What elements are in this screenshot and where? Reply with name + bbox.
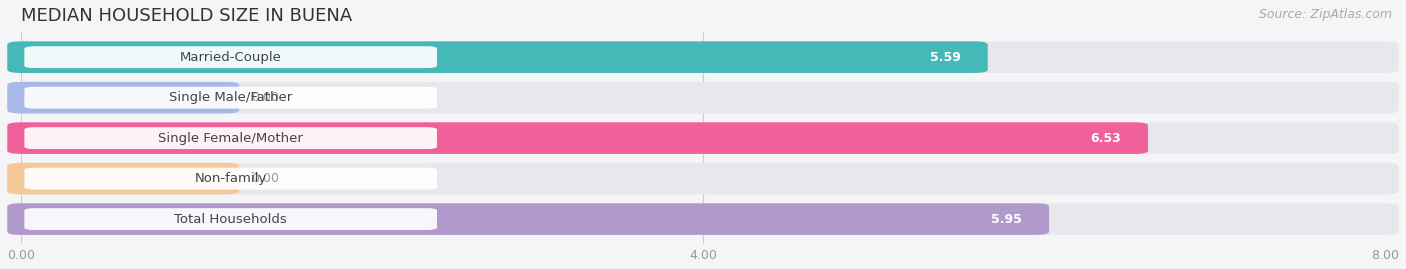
- Text: Married-Couple: Married-Couple: [180, 51, 281, 64]
- FancyBboxPatch shape: [7, 41, 1399, 73]
- FancyBboxPatch shape: [7, 163, 1399, 194]
- FancyBboxPatch shape: [24, 46, 437, 68]
- FancyBboxPatch shape: [7, 82, 239, 114]
- FancyBboxPatch shape: [24, 168, 437, 190]
- Text: Single Male/Father: Single Male/Father: [169, 91, 292, 104]
- FancyBboxPatch shape: [24, 127, 437, 149]
- FancyBboxPatch shape: [7, 163, 239, 194]
- Text: 0.00: 0.00: [252, 172, 280, 185]
- Text: Single Female/Mother: Single Female/Mother: [159, 132, 304, 145]
- Text: Total Households: Total Households: [174, 213, 287, 226]
- FancyBboxPatch shape: [24, 208, 437, 230]
- Text: 5.95: 5.95: [991, 213, 1022, 226]
- Text: MEDIAN HOUSEHOLD SIZE IN BUENA: MEDIAN HOUSEHOLD SIZE IN BUENA: [21, 7, 351, 25]
- FancyBboxPatch shape: [7, 122, 1149, 154]
- Text: Source: ZipAtlas.com: Source: ZipAtlas.com: [1258, 8, 1392, 21]
- FancyBboxPatch shape: [7, 122, 1399, 154]
- FancyBboxPatch shape: [7, 82, 1399, 114]
- FancyBboxPatch shape: [7, 203, 1049, 235]
- FancyBboxPatch shape: [7, 41, 988, 73]
- FancyBboxPatch shape: [7, 203, 1399, 235]
- Text: 6.53: 6.53: [1090, 132, 1121, 145]
- FancyBboxPatch shape: [24, 87, 437, 109]
- Text: Non-family: Non-family: [194, 172, 267, 185]
- Text: 5.59: 5.59: [929, 51, 960, 64]
- Text: 0.00: 0.00: [252, 91, 280, 104]
